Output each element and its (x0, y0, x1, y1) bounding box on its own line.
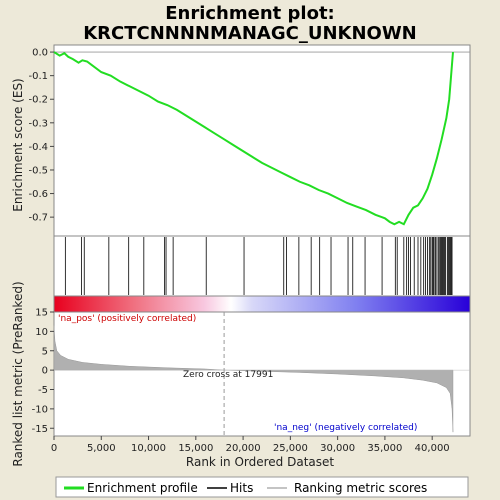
x-tick-label: 30,000 (320, 443, 355, 454)
pos-label: 'na_pos' (positively correlated) (58, 314, 196, 324)
es-curve (53, 51, 454, 226)
es-y-tick-label: -0.7 (28, 213, 48, 224)
es-y-tick-label: -0.4 (28, 142, 48, 153)
es-curve-group (53, 51, 454, 226)
metric-y-tick-label: 15 (35, 308, 48, 319)
metric-area (53, 325, 454, 433)
legend-hit-label: Hits (230, 481, 253, 495)
x-axis: 0 5,000 10,000 15,000 20,000 25,000 30,000 35,0… (51, 436, 450, 454)
x-tick-label: 5,000 (87, 443, 116, 454)
hits-panel (53, 235, 471, 297)
legend-box (55, 476, 469, 498)
x-tick-label: 35,000 (367, 443, 402, 454)
x-tick-label: 0 (51, 443, 57, 454)
es-y-tick-label: -0.3 (28, 118, 48, 129)
metric-y-axis: 15 10 5 0 -5 -10 -15 (32, 308, 54, 435)
chart-title-line2: KRCTCNNNNMANAGC_UNKNOWN (83, 23, 417, 44)
es-y-tick-label: -0.5 (28, 165, 48, 176)
metric-y-tick-label: 10 (35, 327, 48, 338)
neg-label: 'na_neg' (negatively correlated) (274, 423, 417, 433)
es-y-axis: 0.0 -0.1 -0.2 -0.3 -0.4 -0.5 -0.6 -0.7 (28, 48, 54, 224)
es-panel (53, 44, 471, 237)
es-y-tick-label: -0.2 (28, 95, 48, 106)
metric-y-tick-label: 0 (42, 366, 48, 377)
es-y-tick-label: -0.6 (28, 189, 48, 200)
metric-y-axis-label: Ranked list metric (PreRanked) (11, 281, 25, 466)
es-y-tick-label: 0.0 (32, 48, 48, 59)
x-tick-label: 40,000 (415, 443, 450, 454)
legend-es-label: Enrichment profile (87, 481, 198, 495)
heatmap-bar (53, 295, 471, 313)
x-tick-label: 10,000 (131, 443, 166, 454)
x-tick-label: 20,000 (226, 443, 261, 454)
x-axis-label: Rank in Ordered Dataset (186, 455, 334, 469)
hits-group (64, 237, 453, 295)
metric-y-tick-label: -15 (32, 424, 48, 435)
metric-group (53, 312, 470, 436)
es-y-tick-label: -0.1 (28, 71, 48, 82)
metric-y-tick-label: -5 (38, 385, 48, 396)
legend-metric-label: Ranking metric scores (294, 481, 427, 495)
metric-y-tick-label: -10 (32, 404, 48, 415)
es-y-axis-label: Enrichment score (ES) (11, 78, 25, 211)
x-tick-label: 25,000 (273, 443, 308, 454)
chart-title-line1: Enrichment plot: (165, 3, 335, 24)
x-tick-label: 15,000 (178, 443, 213, 454)
metric-y-tick-label: 5 (42, 346, 48, 357)
zero-cross-label: Zero cross at 17991 (183, 370, 273, 380)
